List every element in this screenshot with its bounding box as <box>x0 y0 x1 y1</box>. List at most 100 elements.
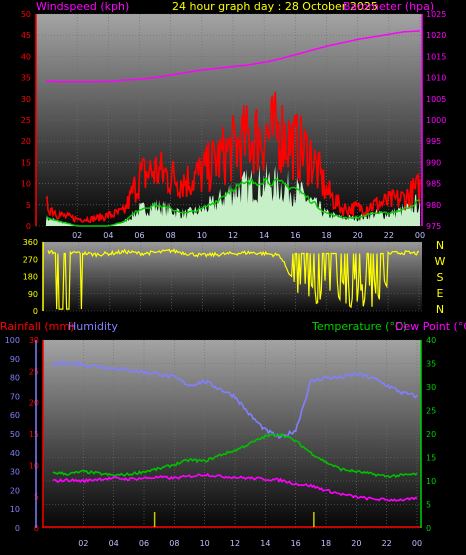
temp-tick-label: 35 <box>426 360 436 369</box>
temp-tick-label: 40 <box>426 336 436 345</box>
rain-tick-label: 15 <box>29 430 39 439</box>
humidity-line <box>52 359 418 439</box>
wind-tick-label: 20 <box>21 137 31 146</box>
direction-grid <box>43 241 422 312</box>
temp-x-ticks: 02 04 06 08 10 12 14 16 18 20 22 00 <box>78 539 422 548</box>
wind-tick-label: 50 <box>21 10 31 19</box>
wind-x-tick-label: 14 <box>259 231 269 240</box>
humidity-tick-label: 40 <box>10 449 20 458</box>
barometer-tick-label: 995 <box>426 137 441 146</box>
compass-label: N <box>436 303 444 316</box>
barometer-tick-label: 1025 <box>426 10 446 19</box>
barometer-tick-label: 985 <box>426 180 441 189</box>
wind-x-tick-label: 18 <box>321 231 331 240</box>
direction-tick-label: 360 <box>23 238 38 247</box>
wind-x-tick-label: 02 <box>72 231 82 240</box>
temp-x-tick-label: 08 <box>169 539 179 548</box>
compass-label: W <box>435 255 446 268</box>
wind-tick-label: 15 <box>21 158 31 167</box>
windspeed-title: Windspeed (kph) <box>36 0 129 13</box>
direction-axis-ticks: 0 90 180 270 360 <box>23 238 38 316</box>
compass-label: N <box>436 239 444 252</box>
wind-tick-label: 25 <box>21 116 31 125</box>
humidity-tick-label: 100 <box>5 336 20 345</box>
temp-tick-label: 0 <box>426 524 431 533</box>
humidity-tick-label: 0 <box>15 524 20 533</box>
barometer-tick-label: 1010 <box>426 74 446 83</box>
direction-tick-label: 270 <box>23 255 38 264</box>
barometer-tick-label: 1020 <box>426 31 446 40</box>
temp-tick-label: 25 <box>426 407 436 416</box>
humidity-tick-label: 50 <box>10 430 20 439</box>
rain-tick-label: 20 <box>29 399 39 408</box>
temp-x-tick-label: 10 <box>200 539 210 548</box>
temperature-line <box>52 432 418 479</box>
temp-x-tick-label: 16 <box>291 539 301 548</box>
temp-tick-label: 15 <box>426 454 436 463</box>
temp-grid <box>43 339 421 529</box>
barometer-tick-label: 980 <box>426 201 441 210</box>
wind-x-ticks: 02 04 06 08 10 12 14 16 18 20 22 00 <box>72 231 425 240</box>
humidity-tick-label: 30 <box>10 468 20 477</box>
rain-tick-label: 10 <box>29 461 39 470</box>
dewpoint-line <box>52 472 418 502</box>
wind-tick-label: 10 <box>21 180 31 189</box>
graph-day-title: 24 hour graph day : 28 October 2025 <box>172 0 378 13</box>
compass-label: E <box>437 287 444 300</box>
temp-x-tick-label: 00 <box>412 539 422 548</box>
barometer-tick-label: 990 <box>426 158 441 167</box>
temperature-title: Temperature (°C) <box>311 320 407 333</box>
wind-gust-line <box>45 91 421 224</box>
wind-series <box>45 30 421 227</box>
rain-tick-label: 0 <box>34 524 39 533</box>
humidity-tick-label: 10 <box>10 505 20 514</box>
wind-direction-line <box>47 248 419 310</box>
temp-x-tick-label: 20 <box>351 539 361 548</box>
barometer-tick-label: 975 <box>426 222 441 231</box>
wind-x-tick-label: 00 <box>415 231 425 240</box>
wind-tick-label: 45 <box>21 31 31 40</box>
barometer-title: Barometer (hpa) <box>343 0 434 13</box>
direction-tick-label: 90 <box>28 290 38 299</box>
humidity-tick-label: 80 <box>10 374 20 383</box>
barometer-tick-label: 1005 <box>426 95 446 104</box>
direction-series <box>47 248 419 310</box>
temp-x-tick-label: 12 <box>230 539 240 548</box>
dewpoint-title: Dew Point (°C) <box>395 320 466 333</box>
direction-tick-label: 180 <box>23 273 38 282</box>
wind-x-tick-label: 20 <box>353 231 363 240</box>
temp-axis-ticks: 0102030405060708090100051015202530051015… <box>5 336 436 533</box>
wind-x-tick-label: 22 <box>384 231 394 240</box>
wind-axis-ticks: 0 5 10 15 20 25 30 35 40 45 50 <box>21 10 31 231</box>
wind-tick-label: 5 <box>26 201 31 210</box>
temp-tick-label: 10 <box>426 477 436 486</box>
barometer-line <box>45 30 421 83</box>
wind-tick-label: 35 <box>21 74 31 83</box>
wind-x-tick-label: 04 <box>103 231 113 240</box>
temp-x-tick-label: 18 <box>321 539 331 548</box>
wind-x-tick-label: 10 <box>197 231 207 240</box>
wind-tick-label: 30 <box>21 95 31 104</box>
wind-x-tick-label: 06 <box>134 231 144 240</box>
temp-x-tick-label: 02 <box>78 539 88 548</box>
temp-tick-label: 30 <box>426 383 436 392</box>
temp-x-tick-label: 22 <box>382 539 392 548</box>
rainfall-title: Rainfall (mm) <box>0 320 74 333</box>
rain-tick-label: 30 <box>29 336 39 345</box>
temp-tick-label: 5 <box>426 501 431 510</box>
temp-tick-label: 20 <box>426 430 436 439</box>
wind-x-tick-label: 16 <box>290 231 300 240</box>
humidity-tick-label: 70 <box>10 392 20 401</box>
barometer-tick-label: 1000 <box>426 116 446 125</box>
wind-tick-label: 0 <box>26 222 31 231</box>
temp-x-tick-label: 04 <box>109 539 119 548</box>
humidity-tick-label: 20 <box>10 486 20 495</box>
temp-series <box>43 359 421 528</box>
barometer-tick-label: 1015 <box>426 52 446 61</box>
wind-average-line <box>45 177 421 227</box>
wind-x-tick-label: 08 <box>166 231 176 240</box>
humidity-tick-label: 90 <box>10 355 20 364</box>
direction-tick-label: 0 <box>33 307 38 316</box>
